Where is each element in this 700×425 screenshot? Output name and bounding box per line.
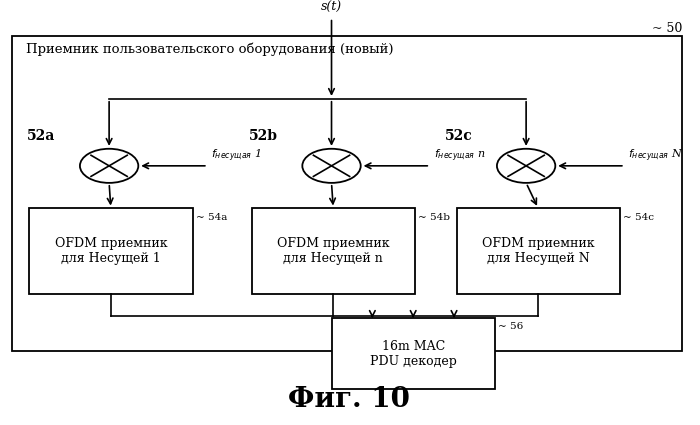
Text: OFDM приемник
для Несущей 1: OFDM приемник для Несущей 1 xyxy=(55,237,167,265)
Text: 52b: 52b xyxy=(249,129,278,143)
Text: OFDM приемник
для Несущей n: OFDM приемник для Несущей n xyxy=(277,237,390,265)
Text: $f_{несущая}$ 1: $f_{несущая}$ 1 xyxy=(211,147,262,164)
Text: Приемник пользовательского оборудования (новый): Приемник пользовательского оборудования … xyxy=(26,42,393,56)
Text: Фиг. 10: Фиг. 10 xyxy=(288,386,410,414)
Text: ~ 50: ~ 50 xyxy=(652,22,682,35)
Bar xyxy=(251,208,415,294)
Text: $f_{несущая}$ N: $f_{несущая}$ N xyxy=(629,147,684,164)
Text: ~ 54c: ~ 54c xyxy=(624,212,655,221)
Text: 16m MAC
PDU декодер: 16m MAC PDU декодер xyxy=(370,340,456,368)
Text: 52a: 52a xyxy=(27,129,55,143)
Bar xyxy=(332,318,495,389)
Text: 52c: 52c xyxy=(445,129,472,143)
Text: ~ 54a: ~ 54a xyxy=(196,212,228,221)
Bar xyxy=(12,36,682,351)
Text: $f_{несущая}$ n: $f_{несущая}$ n xyxy=(434,147,485,164)
Bar xyxy=(456,208,620,294)
Text: ~ 56: ~ 56 xyxy=(498,322,524,331)
Text: OFDM приемник
для Несущей N: OFDM приемник для Несущей N xyxy=(482,237,594,265)
Bar xyxy=(29,208,193,294)
Text: ~ 54b: ~ 54b xyxy=(419,212,450,221)
Text: s(t): s(t) xyxy=(321,0,342,14)
